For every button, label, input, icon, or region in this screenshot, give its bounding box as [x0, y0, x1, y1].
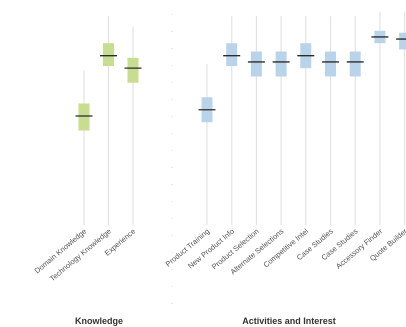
box	[226, 43, 238, 67]
box	[349, 51, 361, 77]
box	[78, 103, 90, 131]
box	[275, 51, 287, 77]
box	[250, 51, 262, 77]
group-label: Knowledge	[75, 316, 123, 326]
box	[325, 51, 336, 77]
box	[127, 57, 139, 83]
group-label: Activities and Interest	[242, 316, 336, 326]
box	[103, 43, 114, 67]
box	[399, 32, 406, 50]
